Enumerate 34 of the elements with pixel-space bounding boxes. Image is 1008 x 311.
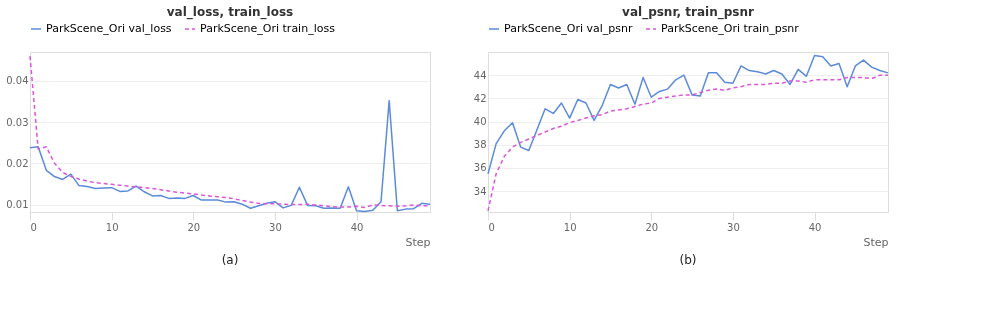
x-tick-label: 40 — [808, 221, 822, 233]
x-tick-label: 20 — [187, 221, 201, 233]
legend-label: ParkScene_Ori val_loss — [46, 22, 172, 35]
line-series — [29, 55, 431, 209]
chart-title: val_psnr, train_psnr — [622, 5, 754, 20]
y-tick-label: 42 — [473, 92, 487, 104]
text: (a) — [221, 253, 239, 267]
x-tick-label: 30 — [269, 221, 282, 233]
x-tick-label: 30 — [727, 221, 740, 233]
legend-label: ParkScene_Ori val_psnr — [504, 22, 634, 35]
y-tick-label: 0.02 — [6, 157, 29, 169]
line-series — [487, 74, 889, 212]
chart-title: val_loss, train_loss — [166, 5, 294, 20]
legend-label: ParkScene_Ori train_psnr — [661, 22, 800, 35]
y-tick-label: 34 — [473, 185, 487, 197]
x-tick-label: 20 — [645, 221, 659, 233]
y-tick-label: 44 — [473, 69, 487, 81]
y-tick-label: 36 — [473, 162, 487, 174]
y-tick-label: 0.03 — [6, 116, 29, 128]
x-axis-title: Step — [863, 235, 889, 249]
y-tick-label: 40 — [473, 116, 487, 128]
line-series — [487, 54, 889, 175]
y-tick-label: 38 — [473, 139, 487, 151]
y-tick-label: 0.01 — [6, 199, 29, 211]
x-tick-label: 0 — [488, 221, 495, 233]
x-tick-label: 10 — [105, 221, 119, 233]
y-tick-label: 0.04 — [6, 75, 29, 87]
x-tick-label: 10 — [563, 221, 577, 233]
x-tick-label: 40 — [350, 221, 364, 233]
line-series — [29, 99, 431, 213]
x-tick-label: 0 — [30, 221, 37, 233]
legend-label: ParkScene_Ori train_loss — [200, 22, 336, 35]
text: (b) — [679, 253, 697, 267]
x-axis-title: Step — [405, 235, 431, 249]
